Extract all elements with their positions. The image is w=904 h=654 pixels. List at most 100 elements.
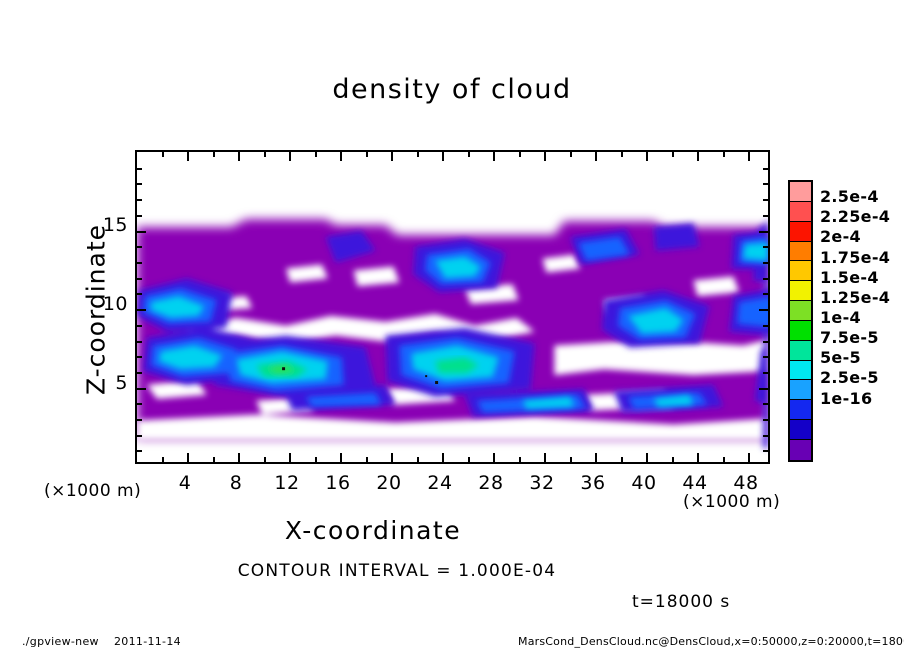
y-minor-tick <box>137 341 142 343</box>
y-right-major-tick <box>759 309 768 311</box>
x-top-major-tick <box>238 152 240 161</box>
x-major-tick <box>289 453 291 462</box>
x-tick-label: 12 <box>274 472 300 494</box>
chart-title: density of cloud <box>332 74 572 105</box>
y-right-minor-tick <box>763 341 768 343</box>
x-tick-label: 40 <box>631 472 657 494</box>
colorbar-band <box>790 340 811 361</box>
x-top-major-tick <box>289 152 291 161</box>
x-tick-label: 44 <box>682 472 708 494</box>
x-top-major-tick <box>391 152 393 161</box>
x-top-minor-tick <box>213 152 215 157</box>
y-right-minor-tick <box>763 183 768 185</box>
x-axis-title: X-coordinate <box>284 516 462 545</box>
x-minor-tick <box>468 457 470 462</box>
colorbar-band <box>790 360 811 381</box>
plot-area <box>135 150 770 464</box>
x-top-minor-tick <box>672 152 674 157</box>
x-top-major-tick <box>748 152 750 161</box>
x-major-tick <box>646 453 648 462</box>
y-right-minor-tick <box>763 435 768 437</box>
y-right-minor-tick <box>763 278 768 280</box>
y-right-minor-tick <box>763 419 768 421</box>
y-right-minor-tick <box>763 246 768 248</box>
x-tick-label: 48 <box>733 472 759 494</box>
colorbar-tick-label: 7.5e-5 <box>820 328 879 348</box>
x-minor-tick <box>570 457 572 462</box>
colorbar-band <box>790 301 811 321</box>
x-major-tick <box>544 453 546 462</box>
y-right-minor-tick <box>763 199 768 201</box>
x-major-tick <box>340 453 342 462</box>
y-right-minor-tick <box>763 356 768 358</box>
y-tick-label: 5 <box>115 372 128 394</box>
colorbar-tick-label: 1.25e-4 <box>820 287 891 307</box>
x-top-minor-tick <box>366 152 368 157</box>
colorbar-band <box>790 320 811 341</box>
y-minor-tick <box>137 183 142 185</box>
y-minor-tick <box>137 372 142 374</box>
colorbar-tick-label: 1.5e-4 <box>820 267 879 287</box>
y-minor-tick <box>137 262 142 264</box>
x-tick-label: 36 <box>580 472 606 494</box>
x-tick-label: 28 <box>478 472 504 494</box>
y-minor-tick <box>137 199 142 201</box>
y-minor-tick <box>137 325 142 327</box>
colorbar-tick-label: 2.5e-4 <box>820 187 879 207</box>
x-top-minor-tick <box>468 152 470 157</box>
x-major-tick <box>238 453 240 462</box>
x-minor-tick <box>672 457 674 462</box>
time-label: t=18000 s <box>632 592 731 612</box>
colorbar-band <box>790 261 811 282</box>
colorbar-band <box>790 221 811 242</box>
y-right-minor-tick <box>763 215 768 217</box>
colorbar-band <box>790 201 811 222</box>
x-tick-label: 20 <box>376 472 402 494</box>
colorbar-tick-label: 1e-4 <box>820 308 861 327</box>
y-minor-tick <box>137 450 142 452</box>
y-major-tick <box>137 231 146 233</box>
footer-command: ./gpview-new <box>22 635 99 648</box>
y-right-minor-tick <box>763 403 768 405</box>
x-top-minor-tick <box>519 152 521 157</box>
x-minor-tick <box>213 457 215 462</box>
x-minor-tick <box>621 457 623 462</box>
x-top-major-tick <box>187 152 189 161</box>
footer-date: 2011-11-14 <box>114 635 181 648</box>
y-right-major-tick <box>759 231 768 233</box>
y-right-minor-tick <box>763 262 768 264</box>
x-tick-label: 24 <box>427 472 453 494</box>
x-top-minor-tick <box>315 152 317 157</box>
colorbar-band <box>790 439 811 460</box>
y-right-minor-tick <box>763 168 768 170</box>
footer-left: ./gpview-new 2011-11-14 <box>22 635 181 648</box>
x-tick-label: 16 <box>325 472 351 494</box>
x-tick-label: 4 <box>178 472 192 494</box>
x-major-tick <box>187 453 189 462</box>
y-minor-tick <box>137 246 142 248</box>
x-minor-tick <box>162 457 164 462</box>
x-tick-label: 32 <box>529 472 555 494</box>
y-major-tick <box>137 309 146 311</box>
y-right-major-tick <box>759 388 768 390</box>
colorbar-tick-label: 5e-5 <box>820 348 861 368</box>
y-axis-units: (×1000 m) <box>44 481 142 501</box>
y-minor-tick <box>137 278 142 280</box>
x-major-tick <box>493 453 495 462</box>
x-top-major-tick <box>595 152 597 161</box>
x-top-minor-tick <box>570 152 572 157</box>
x-minor-tick <box>264 457 266 462</box>
x-top-major-tick <box>646 152 648 161</box>
x-minor-tick <box>723 457 725 462</box>
x-minor-tick <box>417 457 419 462</box>
contour-interval-label: CONTOUR INTERVAL = 1.000E-04 <box>237 561 557 581</box>
density-contour-field <box>137 219 768 449</box>
colorbar-band <box>790 182 811 202</box>
colorbar-band <box>790 380 811 401</box>
x-major-tick <box>748 453 750 462</box>
x-top-minor-tick <box>723 152 725 157</box>
x-top-major-tick <box>697 152 699 161</box>
y-minor-tick <box>137 168 142 170</box>
y-minor-tick <box>137 403 142 405</box>
x-top-minor-tick <box>264 152 266 157</box>
